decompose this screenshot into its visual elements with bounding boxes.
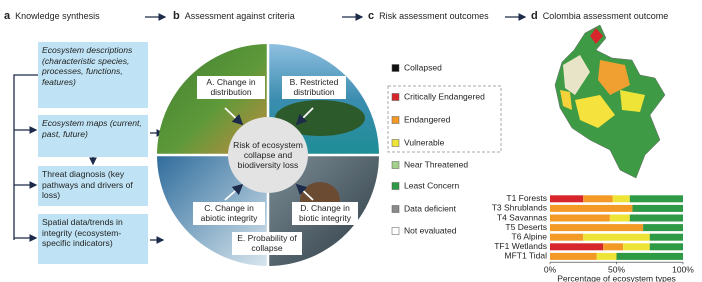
legend-label: Vulnerable (404, 137, 445, 147)
bar-segment (596, 252, 617, 260)
legend-swatch (391, 161, 400, 169)
bar-segment (649, 233, 683, 241)
x-axis-label: Percentage of ecosystem types (557, 273, 676, 282)
bar-segment (603, 243, 624, 251)
bar-segment (583, 195, 613, 203)
y-tick-label: MFT1 Tidal (504, 251, 547, 261)
legend-swatch (391, 205, 400, 213)
center-label: Risk of ecosystem collapse and biodivers… (228, 117, 308, 193)
panel-d-title: d Colombia assessment outcome (531, 10, 668, 22)
bar-segment (616, 252, 683, 260)
criterion-label: A. Change in distribution (197, 76, 265, 99)
panel-b-title: b Assessment against criteria (173, 10, 295, 22)
y-tick-label: TF1 Wetlands (494, 241, 547, 251)
x-tick-label: 100% (672, 264, 694, 274)
panel-a-title: a Knowledge synthesis (4, 10, 100, 22)
panel-label: a (4, 10, 11, 22)
y-tick-label: T5 Deserts (505, 222, 547, 232)
panel-label: d (531, 10, 538, 22)
bar-segment (643, 224, 683, 232)
legend-swatch (391, 182, 400, 190)
legend-swatch (391, 64, 400, 72)
bar-segment (550, 214, 610, 222)
x-tick-label: 50% (608, 264, 625, 274)
bar-segment (612, 195, 630, 203)
panel-label: c (368, 10, 375, 22)
legend-swatch (391, 227, 400, 235)
panel-title: Colombia assessment outcome (542, 11, 669, 21)
panel-title: Knowledge synthesis (15, 11, 100, 21)
criterion-label: E. Probability of collapse (232, 232, 302, 255)
bar-segment (629, 195, 683, 203)
legend-label: Collapsed (404, 62, 442, 72)
bar-segment (550, 195, 584, 203)
panel-label: b (173, 10, 180, 22)
bar-segment (583, 233, 650, 241)
legend-swatch (391, 116, 400, 124)
x-tick-label: 0% (544, 264, 557, 274)
bar-segment (649, 243, 683, 251)
legend-label: Data deficient (404, 203, 457, 213)
bar-segment (623, 243, 650, 251)
criterion-label: C. Change in abiotic integrity (193, 202, 265, 225)
panel-c-title: c Risk assessment outcomes (368, 10, 489, 22)
legend-label: Least Concern (404, 180, 460, 190)
legend-label: Near Threatened (404, 159, 468, 169)
synthesis-box: Threat diagnosis (key pathways and drive… (38, 166, 148, 206)
wheel-arrows (224, 107, 314, 201)
criterion-label: B. Restricted distribution (282, 76, 346, 99)
panel-title: Assessment against criteria (184, 11, 295, 21)
y-tick-label: T3 Shrublands (492, 203, 547, 213)
synthesis-box: Ecosystem descriptions (characteristic s… (38, 42, 148, 108)
bar-segment (550, 204, 633, 212)
bar-segment (632, 204, 683, 212)
synthesis-box: Spatial data/trends in integrity (ecosys… (38, 214, 148, 264)
bar-segment (609, 214, 630, 222)
colombia-map (554, 24, 666, 179)
bar-segment (550, 233, 584, 241)
connectors (13, 13, 527, 244)
legend-label: Endangered (404, 114, 451, 124)
bar-segment (550, 224, 644, 232)
y-tick-label: T4 Savannas (497, 212, 547, 222)
y-tick-label: T6 Alpine (512, 231, 548, 241)
legend-swatch (391, 139, 400, 147)
legend-label: Not evaluated (404, 225, 457, 235)
panel-title: Risk assessment outcomes (379, 11, 489, 21)
bar-segment (550, 252, 597, 260)
legend-swatch (391, 93, 400, 101)
criterion-label: D. Change in biotic integrity (292, 202, 358, 225)
bar-segment (550, 243, 604, 251)
y-tick-label: T1 Forests (506, 193, 547, 203)
synthesis-box: Ecosystem maps (current, past, future) (38, 115, 148, 157)
threatened-group (387, 85, 502, 153)
bar-segment (629, 214, 683, 222)
legend-label: Critically Endangered (404, 91, 485, 101)
